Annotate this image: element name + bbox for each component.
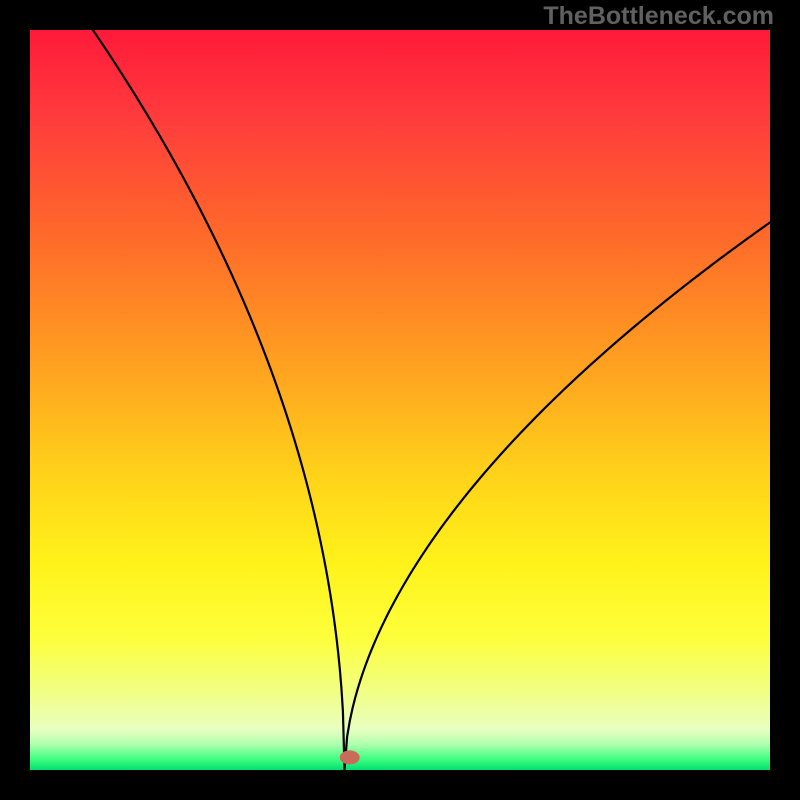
chart-container: TheBottleneck.com <box>0 0 800 800</box>
curve-path <box>93 30 770 770</box>
watermark-text: TheBottleneck.com <box>543 2 774 31</box>
vertex-marker <box>340 750 360 764</box>
bottleneck-curve <box>0 0 800 800</box>
